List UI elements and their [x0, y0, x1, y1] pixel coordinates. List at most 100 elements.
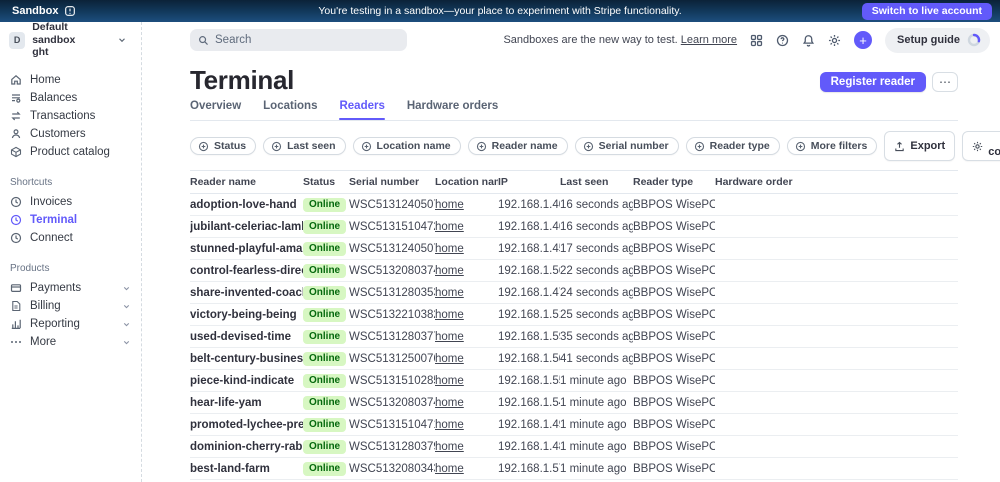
table-row[interactable]: belt-century-business Online WSC51312500… [190, 348, 958, 370]
location-link[interactable]: home [435, 353, 464, 365]
sandbox-info-icon[interactable] [64, 5, 76, 17]
table-row[interactable]: promoted-lychee-present Online WSC513151… [190, 414, 958, 436]
settings-gear-icon[interactable] [828, 34, 841, 47]
tab-hardware-orders[interactable]: Hardware orders [407, 100, 498, 120]
status-badge: Online [303, 308, 346, 322]
status-cell: Online [303, 194, 349, 216]
table-row[interactable]: control-fearless-director Online WSC5132… [190, 260, 958, 282]
location-cell: home [435, 282, 498, 304]
sidebar-item-product-catalog[interactable]: Product catalog [0, 143, 141, 161]
setup-guide-button[interactable]: Setup guide [885, 28, 990, 53]
sidebar-item-connect[interactable]: Connect [0, 229, 141, 247]
location-link[interactable]: home [435, 309, 464, 321]
serial-number-cell: WSC513221038240 [349, 304, 435, 326]
sidebar-item-billing[interactable]: Billing [0, 297, 141, 315]
location-link[interactable]: home [435, 419, 464, 431]
table-row[interactable]: adoption-love-hand Online WSC51312405075… [190, 194, 958, 216]
chevron-down-icon [117, 35, 127, 45]
status-badge: Online [303, 264, 346, 278]
column-header-serial-number[interactable]: Serial number [349, 171, 435, 194]
sidebar-item-customers[interactable]: Customers [0, 125, 141, 143]
column-header-last-seen[interactable]: Last seen [560, 171, 633, 194]
reader-name-cell: belt-century-business [190, 348, 303, 370]
add-plus-icon[interactable]: + [854, 31, 872, 49]
reporting-icon [10, 318, 22, 330]
filter-pill[interactable]: Location name [353, 137, 461, 155]
tab-locations[interactable]: Locations [263, 100, 317, 120]
filter-pills: Status Last seen Location name [190, 137, 877, 155]
clock-icon [10, 214, 22, 226]
notifications-bell-icon[interactable] [802, 34, 815, 47]
ellipsis-icon [10, 336, 22, 348]
location-link[interactable]: home [435, 221, 464, 233]
location-cell: home [435, 348, 498, 370]
reader-name-cell: control-fearless-director [190, 260, 303, 282]
export-button[interactable]: Export [884, 131, 955, 161]
status-cell: Online [303, 282, 349, 304]
register-reader-button[interactable]: Register reader [820, 72, 926, 92]
sidebar-item-transactions[interactable]: Transactions [0, 107, 141, 125]
filter-pill[interactable]: Reader name [468, 137, 568, 155]
location-link[interactable]: home [435, 331, 464, 343]
help-icon[interactable] [776, 34, 789, 47]
table-row[interactable]: used-devised-time Online WSC513128037731… [190, 326, 958, 348]
plus-circle-icon [795, 141, 806, 152]
ip-cell: 192.168.1.46 [498, 216, 560, 238]
reader-name-cell: stunned-playful-amaranth [190, 238, 303, 260]
sidebar-item-terminal[interactable]: Terminal [0, 211, 141, 229]
clock-icon [10, 196, 22, 208]
table-row[interactable]: jubilant-celeriac-lamb Online WSC5131510… [190, 216, 958, 238]
edit-columns-button[interactable]: Edit columns [962, 131, 1000, 161]
sidebar-item-balances[interactable]: Balances [0, 89, 141, 107]
status-badge: Online [303, 396, 346, 410]
column-header-reader-type[interactable]: Reader type [633, 171, 715, 194]
filter-pill[interactable]: Reader type [686, 137, 780, 155]
readers-table: Reader name Status Serial number Locatio… [190, 170, 958, 480]
table-row[interactable]: stunned-playful-amaranth Online WSC51312… [190, 238, 958, 260]
table-row[interactable]: hear-life-yam Online WSC513208037409 hom… [190, 392, 958, 414]
search-input[interactable] [215, 34, 399, 46]
more-options-button[interactable]: ⋯ [932, 72, 958, 92]
table-row[interactable]: piece-kind-indicate Online WSC5131510285… [190, 370, 958, 392]
location-link[interactable]: home [435, 375, 464, 387]
sidebar-item-reporting[interactable]: Reporting [0, 315, 141, 333]
location-link[interactable]: home [435, 397, 464, 409]
table-row[interactable]: best-land-farm Online WSC513208034341 ho… [190, 458, 958, 480]
chevron-down-icon [122, 302, 131, 311]
ip-cell: 192.168.1.59 [498, 326, 560, 348]
filter-pill[interactable]: Serial number [575, 137, 679, 155]
sidebar-item-payments[interactable]: Payments [0, 279, 141, 297]
column-header-status[interactable]: Status [303, 171, 349, 194]
learn-more-link[interactable]: Learn more [681, 34, 737, 46]
location-link[interactable]: home [435, 265, 464, 277]
filter-pill[interactable]: Status [190, 137, 256, 155]
table-row[interactable]: share-invented-coached Online WSC5131280… [190, 282, 958, 304]
org-switcher[interactable]: D Default sandbox ght [0, 21, 141, 59]
table-row[interactable]: victory-being-being Online WSC5132210382… [190, 304, 958, 326]
chevron-down-icon [122, 284, 131, 293]
filter-pill[interactable]: More filters [787, 137, 878, 155]
column-header-ip[interactable]: IP [498, 171, 560, 194]
location-link[interactable]: home [435, 287, 464, 299]
column-header-location-name[interactable]: Location name [435, 171, 498, 194]
sidebar-item-invoices[interactable]: Invoices [0, 193, 141, 211]
switch-to-live-button[interactable]: Switch to live account [862, 3, 992, 20]
apps-grid-icon[interactable] [750, 34, 763, 47]
location-link[interactable]: home [435, 463, 464, 475]
column-header-reader-name[interactable]: Reader name [190, 171, 303, 194]
table-row[interactable]: dominion-cherry-rabbit Online WSC5131280… [190, 436, 958, 458]
tab-readers[interactable]: Readers [339, 100, 384, 120]
filter-pill[interactable]: Last seen [263, 137, 345, 155]
tab-overview[interactable]: Overview [190, 100, 241, 120]
location-cell: home [435, 326, 498, 348]
global-search[interactable] [190, 29, 407, 51]
table-header-row: Reader name Status Serial number Locatio… [190, 171, 958, 194]
location-link[interactable]: home [435, 441, 464, 453]
reader-type-cell: BBPOS WisePOS E [633, 194, 715, 216]
sidebar-item-home[interactable]: Home [0, 71, 141, 89]
location-link[interactable]: home [435, 199, 464, 211]
sidebar-item-more[interactable]: More [0, 333, 141, 351]
stripe-dashboard: Sandbox You're testing in a sandbox—your… [0, 0, 1000, 482]
location-link[interactable]: home [435, 243, 464, 255]
column-header-hardware-order[interactable]: Hardware order [715, 171, 958, 194]
